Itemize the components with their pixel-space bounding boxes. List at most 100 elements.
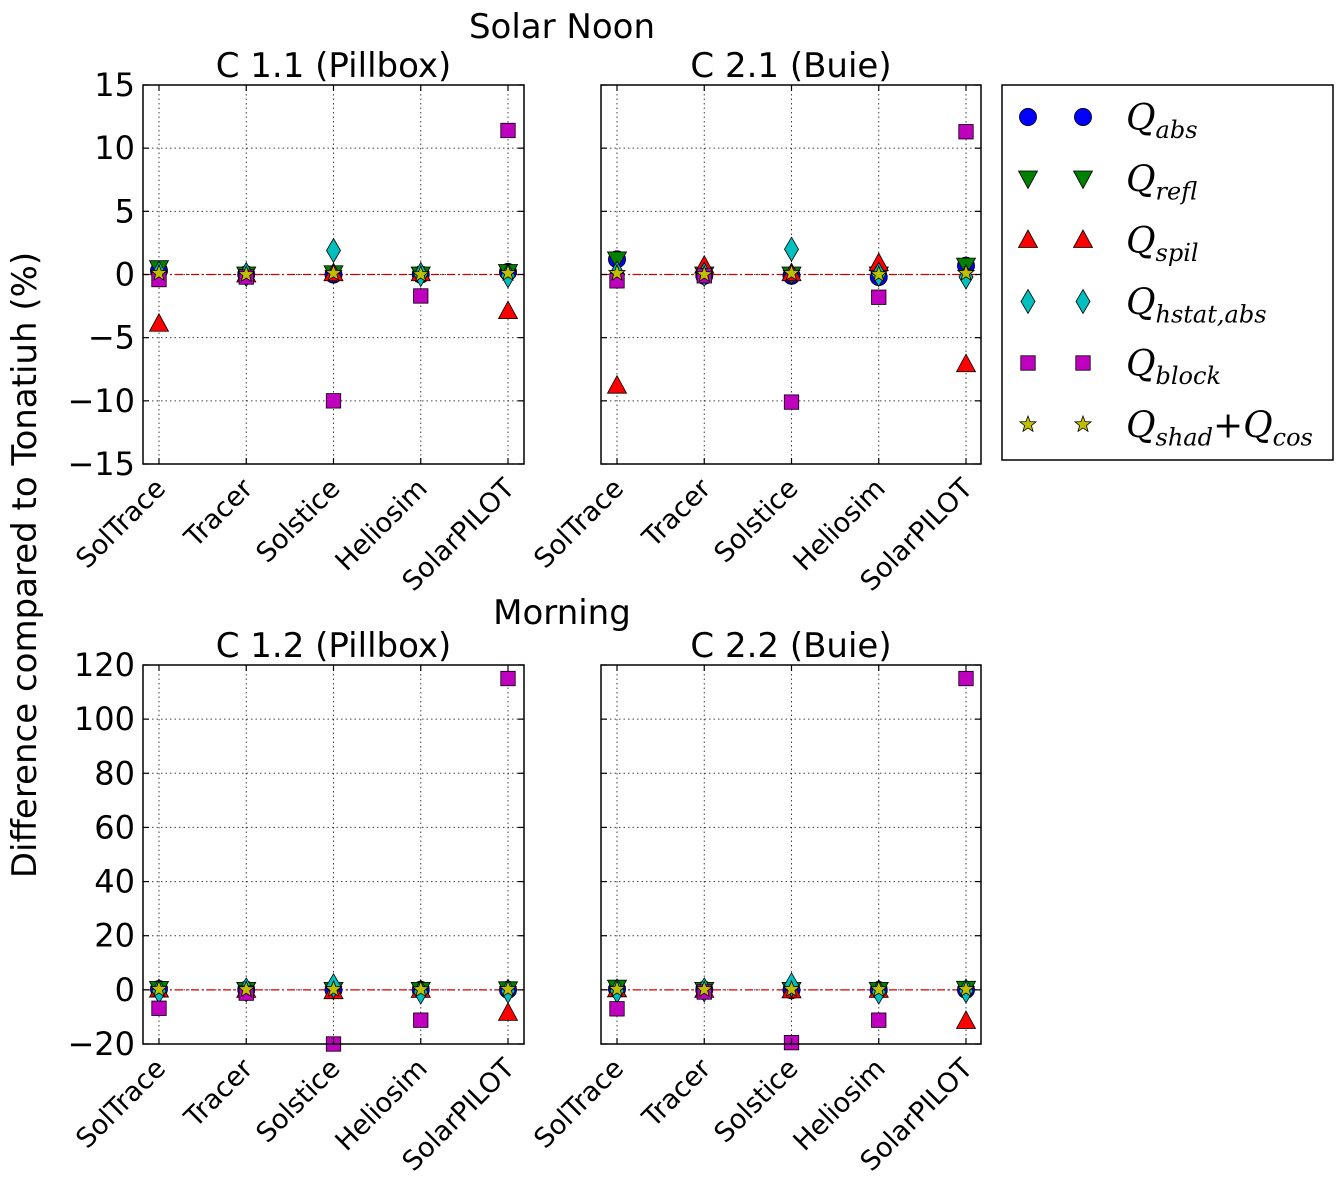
- legend-label: Qblock: [1126, 344, 1221, 390]
- data-point-qblock-solarpilot: [958, 124, 974, 140]
- y-tick-label: −5: [88, 319, 135, 357]
- legend-marker: [1017, 229, 1039, 248]
- data-point-qshad-heliosim: [869, 264, 888, 283]
- y-tick-label: 0: [115, 256, 135, 294]
- panel-title: C 2.2 (Buie): [690, 626, 891, 666]
- y-axis-label: Difference compared to Tonatiuh (%): [5, 252, 45, 878]
- y-tick-label: 10: [94, 129, 135, 167]
- legend-marker: [1073, 414, 1093, 433]
- legend-label: Qabs: [1126, 98, 1198, 144]
- legend-entry-qblock: Qblock: [1020, 344, 1221, 390]
- y-tick-label: 120: [74, 646, 135, 684]
- panel-title: C 1.1 (Pillbox): [216, 46, 452, 86]
- x-tick-label-soltrace: SolTrace: [528, 473, 630, 575]
- y-tick-label: 15: [94, 66, 135, 104]
- data-point-qspil-solarpilot: [497, 1002, 519, 1021]
- x-tick-label-tracer: Tracer: [636, 472, 718, 554]
- legend-label: Qhstat,abs: [1126, 283, 1267, 329]
- x-tick-label-soltrace: SolTrace: [70, 473, 172, 575]
- data-point-qblock-solarpilot: [500, 122, 516, 139]
- data-point-qblock-heliosim: [413, 288, 429, 304]
- legend-marker: [1018, 414, 1038, 433]
- x-tick-label-tracer: Tracer: [178, 472, 260, 554]
- legend-entry-qabs: Qabs: [1019, 98, 1198, 144]
- legend-marker: [1072, 229, 1094, 248]
- data-point-qhstat-solstice: [326, 237, 341, 264]
- series-markers: [148, 122, 519, 409]
- data-point-qspil-soltrace: [148, 312, 170, 332]
- data-point-qshad-tracer: [695, 979, 714, 998]
- data-point-qshad-solarpilot: [956, 263, 976, 282]
- panel-title: C 2.1 (Buie): [690, 46, 891, 86]
- data-point-qblock-heliosim: [871, 1012, 887, 1028]
- data-point-qspil-soltrace: [606, 374, 628, 394]
- y-tick-label: 80: [94, 754, 135, 792]
- legend-marker: [1017, 170, 1039, 190]
- y-tick-label: 5: [115, 192, 135, 230]
- data-point-qblock-solarpilot: [958, 670, 974, 687]
- data-point-qspil-solarpilot: [955, 1010, 977, 1029]
- legend-marker: [1072, 170, 1094, 190]
- data-point-qshad-solstice: [324, 979, 343, 998]
- x-tick-label-tracer: Tracer: [636, 1052, 718, 1134]
- legend-frame: [1001, 84, 1334, 461]
- x-tick-label-tracer: Tracer: [178, 1052, 260, 1134]
- data-point-qblock-heliosim: [871, 289, 887, 305]
- legend-marker: [1020, 355, 1036, 371]
- y-tick-label: −10: [67, 382, 135, 420]
- x-tick-label-soltrace: SolTrace: [70, 1053, 172, 1155]
- y-tick-label: 60: [94, 808, 135, 846]
- data-point-qspil-solarpilot: [955, 353, 977, 373]
- y-tick-label: 20: [94, 917, 135, 955]
- data-point-qshad-heliosim: [411, 979, 430, 998]
- data-point-qshad-soltrace: [149, 979, 169, 998]
- data-point-qshad-solstice: [782, 979, 801, 998]
- data-point-qshad-solarpilot: [956, 979, 976, 998]
- data-point-qshad-tracer: [237, 264, 256, 283]
- data-point-qblock-soltrace: [151, 1000, 167, 1016]
- series-markers: [148, 670, 519, 1052]
- legend-marker: [1075, 355, 1091, 371]
- legend-label: Qspil: [1126, 221, 1199, 267]
- data-point-qblock-soltrace: [609, 1001, 625, 1017]
- data-point-qshad-tracer: [695, 264, 714, 283]
- data-point-qshad-heliosim: [411, 264, 430, 283]
- data-point-qshad-soltrace: [607, 263, 627, 282]
- row-title-morning: Morning: [493, 593, 631, 633]
- row-title-solar-noon: Solar Noon: [469, 7, 655, 47]
- data-point-qspil-solarpilot: [497, 300, 519, 320]
- data-point-qblock-heliosim: [413, 1012, 429, 1028]
- data-point-qshad-solstice: [782, 263, 801, 282]
- legend-marker: [1020, 288, 1036, 315]
- data-point-qhstat-solstice: [784, 236, 799, 263]
- legend-label: Qrefl: [1126, 160, 1197, 206]
- data-point-qblock-solstice: [325, 393, 342, 409]
- data-point-qshad-soltrace: [607, 979, 627, 998]
- legend-entry-qhstat: Qhstat,abs: [1020, 283, 1267, 329]
- legend-marker: [1075, 288, 1091, 315]
- data-point-qblock-solstice: [783, 394, 800, 410]
- y-tick-label: 40: [94, 863, 135, 901]
- data-point-qblock-solarpilot: [500, 670, 516, 687]
- legend: Qabs Qrefl Qspil Qhstat,abs Qblock Qshad+Qcos: [1001, 84, 1334, 461]
- x-tick-label-soltrace: SolTrace: [528, 1053, 630, 1155]
- data-point-qshad-solarpilot: [498, 979, 518, 998]
- chart-panel-c-2-1-buie: SolTrace TracerSolsticeHeliosimSolarPILOT…: [528, 46, 982, 597]
- series-markers: [606, 124, 977, 410]
- data-point-qshad-solstice: [324, 263, 343, 282]
- y-tick-label: −20: [67, 1025, 135, 1063]
- data-point-qshad-heliosim: [869, 979, 888, 998]
- legend-marker: [1019, 108, 1037, 126]
- panel-title: C 1.2 (Pillbox): [216, 626, 452, 666]
- legend-marker: [1074, 108, 1092, 126]
- data-point-qshad-tracer: [237, 979, 256, 998]
- chart-panel-c-2-2-buie: SolTrace TracerSolsticeHeliosimSolarPILOT…: [528, 626, 982, 1177]
- legend-entry-qshad: Qshad+Qcos: [1018, 406, 1313, 452]
- data-point-qshad-solarpilot: [498, 263, 518, 282]
- legend-label: Qshad+Qcos: [1126, 406, 1313, 452]
- y-tick-label: −15: [67, 445, 135, 483]
- y-tick-label: 100: [74, 700, 135, 738]
- data-point-qshad-soltrace: [149, 263, 169, 282]
